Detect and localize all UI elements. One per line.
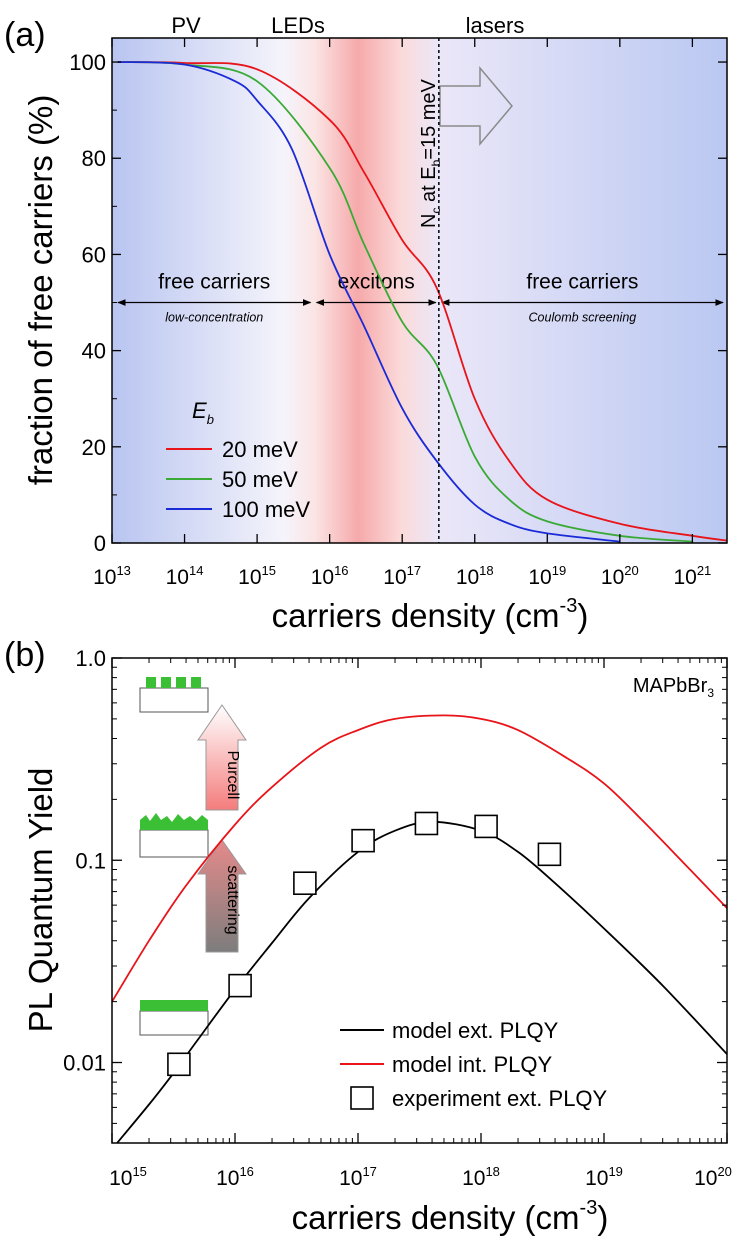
panel-a-frame xyxy=(111,37,728,544)
data-point-marker xyxy=(167,1052,191,1077)
legend-label-2: 100 meV xyxy=(222,497,310,522)
panel-a-series xyxy=(117,61,728,543)
annotation-label-1: excitons xyxy=(338,271,415,294)
device-illustrations: Purcell scattering xyxy=(139,677,247,1036)
legend-label-0: model ext. PLQY xyxy=(392,1018,559,1043)
panel-b-series xyxy=(111,714,728,1144)
panel-b-ylabel: PL Quantum Yield xyxy=(22,768,59,1033)
panel-b-legend: model ext. PLQY model int. PLQY experiment… xyxy=(340,1018,608,1111)
legend-label-0: 20 meV xyxy=(222,437,298,462)
region-labels: PV LEDs lasers xyxy=(171,13,524,38)
legend-label-1: model int. PLQY xyxy=(392,1052,553,1077)
y-tick-label-40: 40 xyxy=(82,339,106,364)
panel-b-frame xyxy=(111,657,728,1144)
data-point-marker xyxy=(474,814,498,839)
series-line-20-mev xyxy=(117,61,728,542)
y-tick-label-1: 0.1 xyxy=(75,848,106,873)
x-tick-label-15: 1015 xyxy=(238,563,276,589)
panel-a: (a) PV LEDs lasers free carriers low-concen… xyxy=(4,13,728,634)
series-line-100-mev xyxy=(117,61,620,543)
nanostructured-film-icon xyxy=(139,677,209,713)
scattering-label: scattering xyxy=(224,865,241,934)
y-tick-label-100: 100 xyxy=(69,50,106,75)
x-tick-label-14: 1014 xyxy=(166,563,204,589)
data-point-marker xyxy=(537,842,562,867)
panel-b-axes: 0.01 0.1 1.0 1015 1016 1017 1018 1019 1020 xyxy=(63,646,732,1190)
data-point-marker xyxy=(293,871,317,896)
material-label: MAPbBr3 xyxy=(633,675,714,700)
panel-a-legend: Eb 20 meV 50 meV 100 meV xyxy=(166,398,310,522)
y-tick-label-60: 60 xyxy=(82,242,106,267)
data-point-marker xyxy=(228,973,252,998)
legend-swatch-2 xyxy=(350,1086,374,1110)
purcell-label: Purcell xyxy=(224,751,241,800)
carrier-regime-annotations: free carriers low-concentration excitons fr… xyxy=(117,271,724,325)
y-tick-label-0: 0 xyxy=(94,531,106,556)
flat-film-icon xyxy=(139,1000,209,1036)
x-tick-label-18: 1018 xyxy=(462,1164,500,1190)
x-tick-label-20: 1020 xyxy=(601,563,639,589)
series-line-1 xyxy=(111,714,728,1003)
region-label-leds: LEDs xyxy=(271,13,325,38)
region-label-lasers: lasers xyxy=(466,13,525,38)
x-tick-label-17: 1017 xyxy=(339,1164,377,1190)
legend-label-2: experiment ext. PLQY xyxy=(392,1086,608,1111)
annotation-label-0: free carriers xyxy=(158,271,270,294)
panel-b-label: (b) xyxy=(4,636,46,674)
y-tick-label-0: 0.01 xyxy=(63,1051,106,1076)
panel-a-axes: 0 20 40 60 80 100 1013 1014 1015 1016 1017 1018 1019… xyxy=(69,38,727,589)
data-point-marker xyxy=(351,828,375,853)
y-tick-label-2: 1.0 xyxy=(75,646,106,671)
x-tick-label-13: 1013 xyxy=(93,563,131,589)
panel-b-xlabel: carriers density (cm-3) xyxy=(292,1197,609,1236)
x-tick-label-17: 1017 xyxy=(383,563,421,589)
panel-a-label: (a) xyxy=(4,16,46,54)
y-tick-label-20: 20 xyxy=(82,435,106,460)
y-tick-label-80: 80 xyxy=(82,146,106,171)
panel-a-background xyxy=(112,38,727,543)
rough-film-icon xyxy=(139,813,209,858)
x-tick-label-15: 1015 xyxy=(109,1164,147,1190)
purcell-arrow-icon: Purcell xyxy=(197,704,247,811)
annotation-label-2: free carriers xyxy=(526,271,638,294)
x-tick-label-19: 1019 xyxy=(528,563,566,589)
x-tick-label-21: 1021 xyxy=(673,563,711,589)
x-tick-label-16: 1016 xyxy=(311,563,349,589)
panel-b: (b) Purcell scatt xyxy=(4,636,732,1236)
annotation-sublabel-0: low-concentration xyxy=(165,311,263,325)
panel-a-ylabel: fraction of free carriers (%) xyxy=(22,95,59,486)
series-line-50-mev xyxy=(117,61,693,543)
critical-density-label: Nc at Eb=15 meV xyxy=(418,78,443,228)
region-label-pv: PV xyxy=(171,13,201,38)
lasers-block-arrow xyxy=(439,65,513,147)
x-tick-label-19: 1019 xyxy=(585,1164,623,1190)
panel-a-xlabel: carriers density (cm-3) xyxy=(272,595,589,634)
legend-label-1: 50 meV xyxy=(222,467,298,492)
scattering-arrow-icon: scattering xyxy=(197,839,247,953)
annotation-sublabel-2: Coulomb screening xyxy=(529,311,637,325)
legend-title: Eb xyxy=(192,398,214,427)
x-tick-label-20: 1020 xyxy=(694,1164,732,1190)
x-tick-label-16: 1016 xyxy=(216,1164,254,1190)
data-point-marker xyxy=(414,811,439,836)
x-tick-label-18: 1018 xyxy=(456,563,494,589)
